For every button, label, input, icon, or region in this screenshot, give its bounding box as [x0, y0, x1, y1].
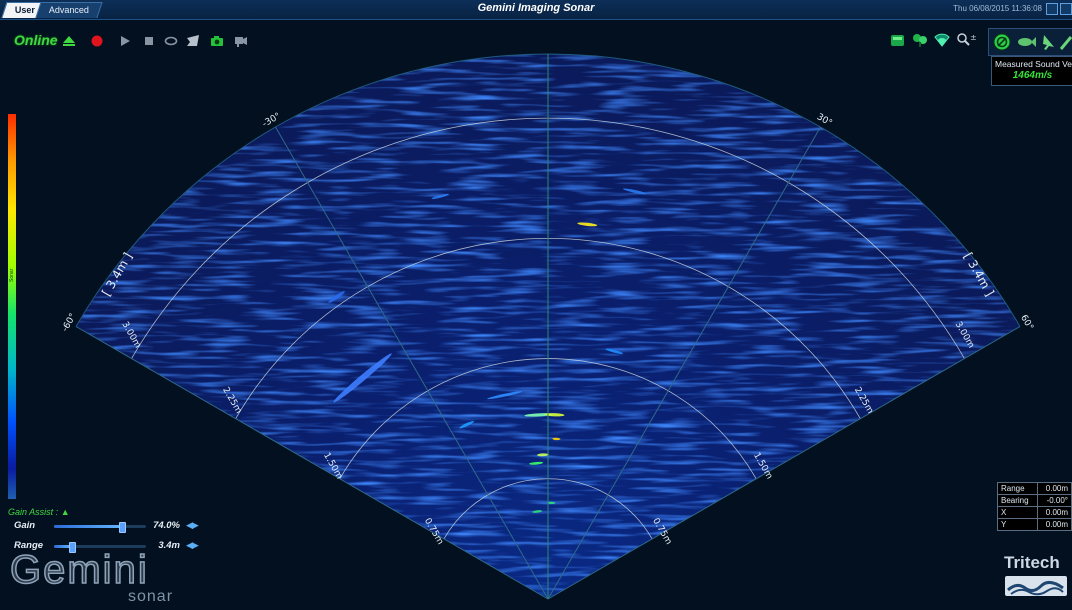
- sonar-echo: [529, 461, 544, 465]
- sonar-echoes: [328, 188, 647, 513]
- svg-text:±: ±: [970, 33, 976, 42]
- range-slider-fill: [54, 545, 73, 548]
- readout-value: 0.00m: [1037, 518, 1072, 531]
- sonar-echo: [459, 421, 474, 429]
- range-slider-thumb[interactable]: [69, 542, 77, 553]
- sonar-echo: [544, 413, 565, 417]
- stop-icon[interactable]: [142, 34, 156, 48]
- sound-velocity-value: 1464m/s: [1012, 70, 1053, 81]
- datetime: Thu 06/08/2015 11:36:08: [953, 4, 1042, 13]
- video-camera-icon[interactable]: [234, 34, 248, 48]
- tree-icon[interactable]: [912, 32, 927, 47]
- color-scale-bar: [8, 114, 16, 499]
- sonar-echo: [333, 353, 392, 403]
- title-bar: User Advanced Gemini Imaging Sonar Thu 0…: [0, 0, 1072, 20]
- online-status: Online: [14, 32, 58, 48]
- eject-icon[interactable]: [62, 34, 76, 48]
- pointer-icon: [1043, 35, 1054, 50]
- zoom-icon[interactable]: ±: [956, 32, 977, 46]
- fish-icon: [1018, 37, 1036, 47]
- app-title: Gemini Imaging Sonar: [477, 2, 595, 14]
- sonar-echo: [547, 501, 556, 504]
- readout-row: Bearing -0.00°: [996, 494, 1072, 507]
- sonar-echo: [431, 193, 449, 200]
- bookmark-icon[interactable]: [186, 34, 200, 48]
- target-icon: [993, 33, 1011, 51]
- play-icon[interactable]: [118, 34, 132, 48]
- gain-assist-label[interactable]: Gain Assist : ▲: [8, 507, 70, 517]
- readout-label: Y: [996, 518, 1039, 531]
- wand-icon: [1059, 36, 1072, 50]
- palette-icon[interactable]: [890, 32, 904, 46]
- overlay-tools-panel: [988, 28, 1072, 56]
- sonar-echo: [552, 437, 561, 441]
- tritech-logo: Tritech: [1004, 553, 1060, 572]
- range-value: 3.4m: [158, 540, 180, 551]
- gain-value: 74.0%: [153, 520, 180, 531]
- close-icon[interactable]: [1060, 3, 1072, 15]
- gain-slider[interactable]: [54, 522, 146, 533]
- gain-label: Gain: [14, 520, 36, 531]
- gain-slider-thumb[interactable]: [119, 522, 127, 533]
- sonar-echo: [536, 453, 549, 457]
- readout-label: X: [996, 506, 1039, 519]
- record-icon[interactable]: [90, 34, 104, 48]
- readout-value: 0.00m: [1037, 506, 1072, 519]
- camera-icon[interactable]: [210, 34, 224, 48]
- bearing-label: -60°: [60, 312, 78, 334]
- gain-stepper-icon[interactable]: ◀▶: [186, 520, 199, 530]
- readout-label: Bearing: [996, 494, 1039, 507]
- sonar-echo: [328, 291, 345, 303]
- bearing-line: [547, 126, 821, 600]
- sonar-echo: [487, 391, 523, 400]
- color-scale-label: Sonar: [9, 268, 15, 282]
- readout-row: X 0.00m: [996, 506, 1072, 519]
- range-slider[interactable]: [54, 542, 146, 553]
- loop-icon[interactable]: [164, 34, 178, 48]
- range-label: Range: [14, 540, 44, 551]
- sound-velocity-label: Measured Sound Velocity: [995, 59, 1072, 69]
- minimize-icon[interactable]: [1046, 3, 1058, 15]
- gain-slider-fill: [54, 525, 123, 528]
- sonar-echo: [605, 348, 624, 354]
- range-stepper-icon[interactable]: ◀▶: [186, 540, 199, 550]
- readout-value: -0.00°: [1037, 494, 1072, 507]
- readout-row: Range 0.00m: [996, 482, 1072, 495]
- readout-value: 0.00m: [1037, 482, 1072, 495]
- bearing-line: [547, 326, 1021, 600]
- sonar-echo: [577, 222, 598, 227]
- readout-label: Range: [996, 482, 1039, 495]
- sonar-mode-icon[interactable]: [934, 32, 950, 47]
- bearing-line: [275, 126, 549, 600]
- readout-row: Y 0.00m: [996, 518, 1072, 531]
- gemini-logo-subtitle: sonar: [128, 588, 174, 605]
- sonar-echo: [532, 510, 543, 513]
- bearing-label: 60°: [1018, 313, 1035, 332]
- eject-icon: ▲: [60, 507, 70, 517]
- bearing-line: [75, 326, 549, 600]
- sonar-echo: [622, 188, 647, 195]
- gemini-logo: Gemini: [9, 548, 149, 592]
- tritech-wave-logo: [1005, 576, 1067, 596]
- sound-velocity-panel: Measured Sound Velocity 1464m/s: [991, 56, 1072, 86]
- cursor-readout-table: Range 0.00m Bearing -0.00° X 0.00m Y 0.00m: [996, 482, 1072, 531]
